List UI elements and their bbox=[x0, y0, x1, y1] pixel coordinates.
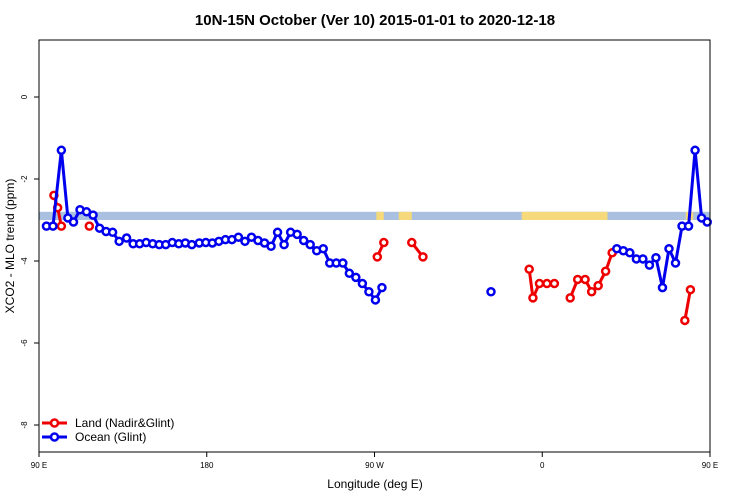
series-1-segment-63 bbox=[674, 225, 684, 264]
series-1-segment-60 bbox=[654, 257, 664, 288]
series-0 bbox=[49, 190, 696, 326]
series-1-point-36 bbox=[279, 239, 289, 250]
series-1-point-29 bbox=[233, 232, 244, 242]
legend-label-1: Ocean (Glint) bbox=[75, 430, 146, 444]
y-tick-label-1: -2 bbox=[20, 175, 29, 183]
series-1-point-45 bbox=[338, 258, 348, 268]
series-0-point-2 bbox=[56, 221, 67, 231]
x-tick-label-2: 90 W bbox=[365, 461, 384, 470]
series-1-point-61 bbox=[664, 243, 674, 254]
land-band-1 bbox=[398, 211, 412, 220]
series-0-point-3 bbox=[84, 221, 95, 231]
series-1-segment-66 bbox=[693, 150, 704, 219]
background-band bbox=[39, 211, 710, 220]
series-1-segment-61 bbox=[660, 248, 671, 288]
series-1-point-52 bbox=[486, 287, 496, 297]
series-1-segment-2 bbox=[51, 150, 63, 227]
series-0-point-7 bbox=[418, 252, 428, 262]
series-1-point-12 bbox=[121, 233, 132, 243]
series-0-point-21 bbox=[685, 284, 696, 295]
series-1-point-47 bbox=[351, 272, 361, 283]
y-tick-label-4: -8 bbox=[20, 421, 29, 429]
x-tick-label-1: 180 bbox=[200, 461, 214, 470]
series-0-point-9 bbox=[528, 293, 538, 303]
y-axis-label: XCO2 - MLO trend (ppm) bbox=[3, 179, 17, 314]
series-1-point-51 bbox=[377, 282, 387, 293]
series-0-point-15 bbox=[580, 274, 590, 285]
series-1-segment-3 bbox=[59, 150, 70, 219]
series-1-point-58 bbox=[644, 260, 655, 270]
legend: Land (Nadir&Glint)Ocean (Glint) bbox=[42, 416, 174, 444]
series-0-point-8 bbox=[524, 264, 534, 274]
series-1-point-4 bbox=[68, 217, 79, 227]
y-tick-label-2: -4 bbox=[20, 257, 29, 265]
y-tick-label-3: -6 bbox=[20, 339, 29, 347]
series-1-point-67 bbox=[702, 217, 712, 227]
land-band-0 bbox=[376, 211, 384, 220]
series-1-point-1 bbox=[48, 221, 58, 231]
x-axis: 90 E 180 90 W 0 90 E bbox=[31, 452, 718, 470]
series-1-point-62 bbox=[670, 258, 681, 268]
series-1-point-10 bbox=[107, 227, 118, 238]
y-axis: 0 -2 -4 -6 -8 bbox=[20, 94, 39, 429]
series-1-point-59 bbox=[651, 252, 661, 263]
x-tick-label-3: 0 bbox=[540, 461, 545, 470]
series-0-point-14 bbox=[572, 274, 583, 285]
series-1-point-11 bbox=[114, 236, 124, 247]
series-1-point-7 bbox=[88, 210, 98, 220]
legend-label-0: Land (Nadir&Glint) bbox=[75, 416, 174, 430]
series-0-segment-21 bbox=[683, 289, 692, 321]
series-0-point-5 bbox=[379, 237, 389, 248]
series-1-point-38 bbox=[292, 229, 302, 240]
ocean-band bbox=[39, 211, 710, 220]
x-tick-label-4: 90 E bbox=[702, 461, 718, 470]
series-1-point-40 bbox=[305, 239, 315, 250]
series-1-segment-65 bbox=[687, 150, 697, 227]
series-0-point-18 bbox=[600, 266, 611, 276]
y-tick-label-0: 0 bbox=[20, 94, 29, 99]
legend-marker-1 bbox=[49, 432, 60, 442]
series-0-point-13 bbox=[565, 293, 575, 303]
series-1-point-22 bbox=[187, 239, 197, 250]
series-1-point-65 bbox=[690, 145, 700, 156]
series-1-point-30 bbox=[240, 236, 250, 247]
series-0-point-12 bbox=[549, 278, 560, 289]
series-1-point-42 bbox=[318, 243, 328, 254]
series-0-point-16 bbox=[586, 287, 597, 297]
series-1-point-50 bbox=[370, 295, 381, 305]
series-0-segment-9 bbox=[527, 269, 535, 299]
series-1-point-48 bbox=[357, 278, 368, 289]
series-1-point-39 bbox=[298, 235, 309, 246]
series-0-point-20 bbox=[680, 315, 690, 326]
series-1-point-35 bbox=[272, 227, 283, 238]
land-band-2 bbox=[521, 211, 608, 220]
series-1-point-46 bbox=[344, 268, 355, 279]
series-1-point-49 bbox=[364, 287, 374, 297]
series-0-point-11 bbox=[542, 278, 552, 289]
legend-marker-0 bbox=[49, 418, 60, 428]
series-1-point-57 bbox=[638, 254, 648, 264]
series-1-point-64 bbox=[683, 221, 694, 231]
series-0-point-4 bbox=[372, 252, 383, 262]
chart-title: 10N-15N October (Ver 10) 2015-01-01 to 2… bbox=[195, 12, 555, 29]
series-0-point-10 bbox=[534, 278, 545, 289]
series-0-point-6 bbox=[407, 237, 417, 248]
x-tick-label-0: 90 E bbox=[31, 461, 47, 470]
series-1-point-2 bbox=[56, 145, 67, 156]
series-1-point-60 bbox=[657, 282, 668, 293]
series-1-point-55 bbox=[625, 248, 635, 258]
series-layer bbox=[41, 145, 712, 326]
series-1-point-34 bbox=[266, 241, 276, 251]
series-1 bbox=[41, 145, 712, 305]
x-axis-label: Longitude (deg E) bbox=[327, 477, 422, 491]
series-0-point-17 bbox=[593, 280, 603, 291]
